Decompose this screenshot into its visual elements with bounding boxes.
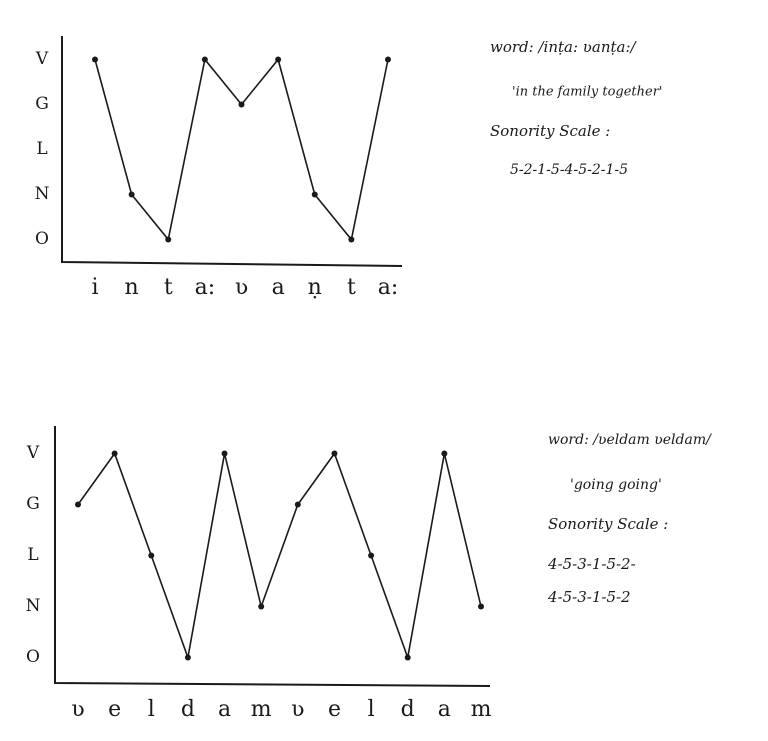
point (275, 57, 281, 63)
y-tick-label: L (27, 545, 38, 565)
point (312, 192, 318, 198)
x-tick-label: e (108, 697, 121, 722)
point (185, 655, 191, 661)
x-tick-label: l (148, 697, 155, 722)
annotation: 5-2-1-5-4-5-2-1-5 (510, 162, 628, 178)
annotation: word: /ʋeldam ʋeldam/ (548, 432, 712, 448)
page: ONLGVinta:ʋaṇta:word: /inṭa: ʋanṭa:/'in … (0, 0, 768, 741)
annotation: Sonority Scale : (548, 515, 668, 533)
x-tick-label: t (164, 275, 173, 300)
x-tick-label: a (272, 275, 285, 300)
y-tick-label: O (26, 647, 40, 667)
x-tick-label: n (125, 275, 139, 300)
point (405, 655, 411, 661)
point (368, 553, 374, 559)
point (129, 192, 135, 198)
x-tick-label: ṇ (308, 275, 322, 300)
annotation: 4-5-3-1-5-2 (547, 588, 631, 606)
x-tick-label: m (251, 697, 272, 722)
y-tick-label: L (36, 139, 47, 159)
x-tick-label: t (347, 275, 356, 300)
annotation: 'in the family together' (512, 85, 662, 100)
y-tick-label: V (26, 443, 40, 463)
x-tick-label: l (368, 697, 375, 722)
y-tick-label: N (35, 184, 50, 204)
x-tick-label: a: (378, 275, 399, 300)
point (295, 502, 301, 508)
point (75, 502, 81, 508)
point (348, 237, 354, 243)
point (222, 451, 228, 457)
point (112, 451, 118, 457)
x-tick-label: a: (195, 275, 216, 300)
point (441, 451, 447, 457)
point (148, 553, 154, 559)
point (165, 237, 171, 243)
y-tick-label: N (26, 596, 41, 616)
y-tick-label: G (26, 494, 40, 514)
x-tick-label: d (401, 697, 415, 722)
x-tick-label: a (438, 697, 451, 722)
point (478, 604, 484, 610)
y-tick-label: G (35, 94, 49, 114)
x-tick-label: e (328, 697, 341, 722)
annotation: 4-5-3-1-5-2- (547, 555, 636, 573)
annotation: word: /inṭa: ʋanṭa:/ (490, 38, 638, 56)
x-tick-label: ʋ (291, 697, 304, 722)
background (0, 0, 768, 741)
x-tick-label: d (181, 697, 195, 722)
annotation: Sonority Scale : (490, 122, 610, 140)
point (239, 102, 245, 108)
point (331, 451, 337, 457)
y-tick-label: V (35, 49, 49, 69)
annotation: 'going going' (570, 477, 662, 493)
x-tick-label: ʋ (71, 697, 84, 722)
x-tick-label: ʋ (235, 275, 248, 300)
x-tick-label: i (91, 275, 98, 300)
point (385, 57, 391, 63)
y-tick-label: O (35, 229, 49, 249)
x-tick-label: m (471, 697, 492, 722)
point (258, 604, 264, 610)
point (92, 57, 98, 63)
x-tick-label: a (218, 697, 231, 722)
point (202, 57, 208, 63)
